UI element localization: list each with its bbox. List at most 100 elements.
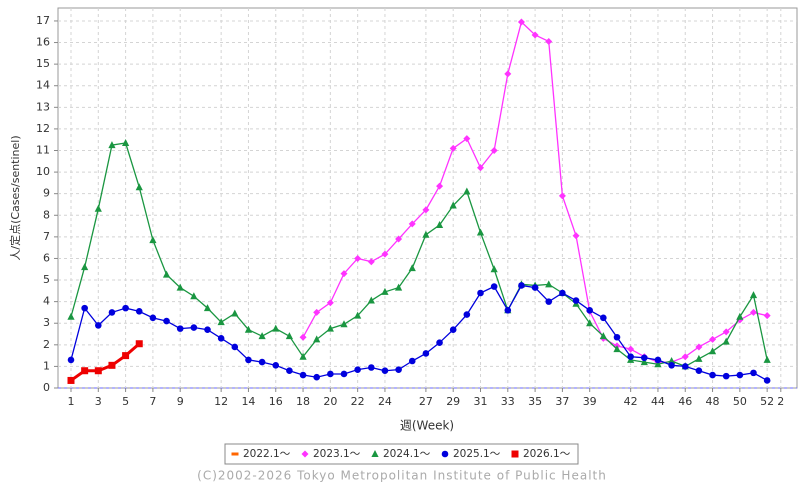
point	[441, 450, 449, 458]
point	[476, 228, 485, 236]
x-tick-label: 20	[323, 395, 337, 408]
point	[313, 308, 321, 316]
x-tick-label: 12	[214, 395, 228, 408]
y-tick-label: 17	[36, 14, 50, 27]
y-tick-label: 16	[36, 36, 50, 49]
point	[559, 289, 566, 297]
point	[613, 345, 621, 353]
point	[436, 182, 444, 190]
x-tick-label: 46	[678, 395, 692, 408]
point	[518, 282, 525, 289]
point	[67, 312, 75, 320]
point	[736, 371, 744, 379]
point	[463, 187, 471, 195]
point	[162, 270, 171, 278]
point	[81, 304, 88, 312]
point	[122, 138, 130, 146]
x-tick-label: 50	[733, 395, 747, 408]
legend-item: 2026.1～	[511, 448, 571, 460]
point	[709, 371, 716, 379]
point	[368, 364, 375, 371]
point	[108, 361, 116, 369]
point	[654, 360, 662, 368]
point	[272, 362, 280, 369]
point	[217, 318, 225, 326]
point	[340, 370, 348, 378]
y-tick-label: 1	[43, 359, 50, 372]
point	[67, 376, 75, 384]
legend-label: 2025.1～	[453, 448, 501, 460]
y-tick-label: 13	[36, 100, 50, 113]
x-tick-label: 18	[296, 395, 310, 408]
x-tick-label: 1	[68, 395, 75, 408]
point	[572, 232, 580, 240]
point	[108, 141, 116, 149]
point	[231, 309, 239, 317]
point	[395, 283, 403, 291]
point	[449, 201, 457, 209]
point	[258, 358, 266, 366]
x-tick-label: 42	[624, 395, 638, 408]
plot-area	[57, 7, 798, 389]
point	[477, 289, 484, 297]
point	[299, 333, 307, 341]
point	[572, 297, 580, 304]
point	[327, 370, 334, 378]
point	[190, 292, 198, 300]
x-tick-label: 5	[122, 395, 129, 408]
point	[490, 283, 498, 290]
point	[511, 450, 519, 458]
point	[763, 355, 771, 363]
point	[135, 308, 143, 315]
legend-box	[224, 443, 579, 465]
point	[135, 340, 143, 348]
point	[231, 343, 239, 351]
point	[695, 343, 703, 351]
y-tick-label: 14	[36, 79, 50, 92]
point	[763, 377, 771, 384]
y-tick-label: 7	[43, 230, 50, 243]
x-tick-label: 22	[351, 395, 365, 408]
y-axis-label: 人/定点(Cases/sentinel)	[8, 135, 22, 260]
y-tick-label: 5	[43, 273, 50, 286]
point	[408, 220, 416, 228]
point	[641, 354, 648, 362]
point	[299, 352, 307, 360]
y-tick-label: 11	[36, 144, 50, 157]
point	[463, 311, 471, 318]
point	[613, 333, 621, 341]
point	[695, 367, 703, 375]
point	[381, 287, 389, 295]
y-tick-label: 6	[43, 251, 50, 264]
point	[231, 452, 239, 456]
x-tick-label: 31	[474, 395, 488, 408]
point	[67, 356, 75, 364]
point	[504, 70, 512, 78]
point	[108, 309, 116, 316]
x-tick-label: 27	[419, 395, 433, 408]
y-tick-label: 4	[43, 295, 50, 308]
point	[258, 332, 266, 340]
point	[640, 358, 648, 366]
point	[395, 366, 402, 373]
point	[367, 258, 375, 266]
point	[586, 319, 594, 327]
point	[408, 264, 416, 272]
point	[749, 291, 758, 299]
point	[94, 367, 102, 375]
point	[340, 270, 348, 278]
point	[668, 362, 675, 369]
footer: (C)2002-2026 Tokyo Metropolitan Institut…	[197, 469, 607, 483]
point	[204, 326, 211, 334]
point	[176, 283, 184, 291]
y-tick-label: 0	[43, 381, 50, 394]
point	[600, 314, 607, 322]
point	[708, 347, 717, 355]
legend-label: 2024.1～	[383, 448, 431, 460]
series-line	[70, 284, 768, 382]
point	[668, 357, 676, 365]
point	[545, 280, 553, 288]
x-tick-label: 14	[241, 395, 255, 408]
point	[217, 335, 225, 342]
